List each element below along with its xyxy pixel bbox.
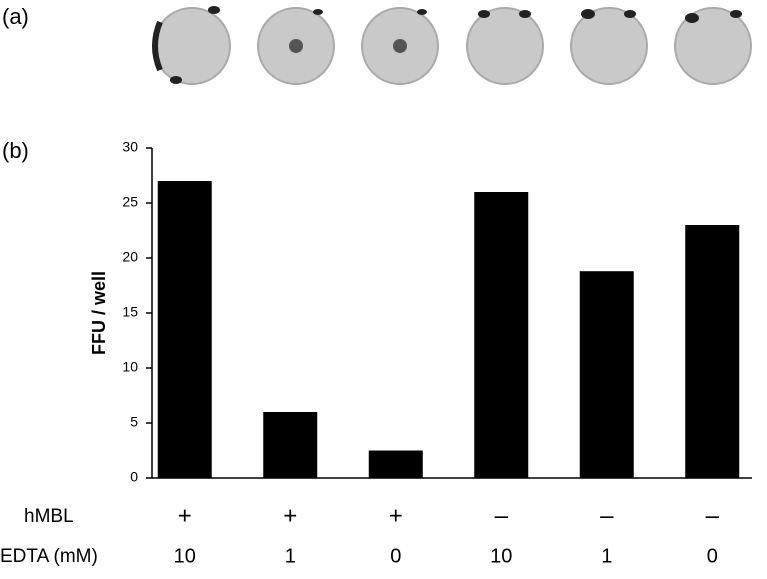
panel-label: (b)	[2, 138, 29, 163]
spot	[730, 10, 742, 18]
spot	[393, 39, 407, 53]
row-label: EDTA (mM)	[0, 546, 98, 567]
spot	[478, 10, 490, 18]
spot	[289, 39, 303, 53]
spot	[519, 10, 531, 18]
y-tick-label: 30	[122, 139, 138, 155]
y-tick-label: 15	[122, 304, 138, 320]
spot	[624, 10, 636, 18]
wells	[153, 7, 752, 85]
condition-value: –	[495, 502, 509, 529]
condition-value: 0	[707, 545, 718, 567]
spot	[170, 76, 182, 84]
y-tick-label: 10	[122, 359, 138, 375]
spot	[685, 13, 699, 23]
bar	[263, 412, 318, 478]
spot	[417, 9, 427, 15]
spot	[208, 6, 220, 14]
y-tick-label: 5	[130, 414, 138, 430]
spot	[313, 9, 323, 15]
spot	[581, 9, 595, 19]
bar	[368, 450, 423, 478]
well-images	[152, 6, 752, 85]
condition-value: 1	[285, 545, 296, 567]
condition-value: +	[283, 502, 297, 529]
well	[466, 7, 544, 85]
bar	[157, 181, 212, 478]
condition-value: +	[178, 502, 192, 529]
condition-value: 1	[601, 545, 612, 567]
condition-value: +	[389, 502, 403, 529]
condition-value: –	[706, 502, 720, 529]
well	[570, 7, 648, 85]
y-tick-label: 25	[122, 194, 138, 210]
y-tick-label: 20	[122, 249, 138, 265]
bar	[579, 271, 634, 478]
y-tick-label: 0	[130, 469, 138, 485]
well	[153, 7, 231, 85]
panel-label: (a)	[2, 4, 29, 29]
row-label: hMBL	[24, 506, 74, 527]
well-spots	[152, 6, 742, 84]
condition-value: –	[600, 502, 614, 529]
bar	[685, 225, 740, 478]
condition-value: 10	[174, 545, 196, 567]
y-axis-label: FFU / well	[89, 271, 109, 355]
spot	[152, 20, 163, 72]
condition-value: 0	[390, 545, 401, 567]
condition-value: 10	[490, 545, 512, 567]
well	[674, 7, 752, 85]
bar	[474, 192, 529, 478]
